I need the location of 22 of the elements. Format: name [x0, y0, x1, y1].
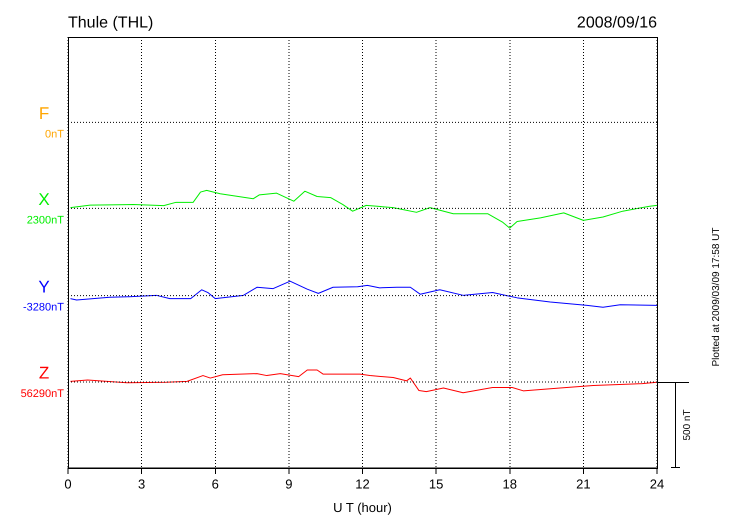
ref-line-label: 2300nT	[26, 214, 64, 226]
chart-title: Thule (THL)	[68, 14, 154, 32]
x-tick-label: 3	[138, 476, 146, 492]
chart-subtitle: 2008/09/16	[576, 14, 658, 32]
x-tick-label: 24	[650, 476, 664, 492]
legend-label: F	[38, 104, 50, 124]
text: 500 nT	[682, 409, 693, 441]
x-tick-label: 18	[502, 476, 517, 492]
x-tick-label: 0	[64, 476, 72, 492]
x-tick-label: 21	[576, 476, 591, 492]
ref-line-label: -3280nT	[23, 302, 64, 314]
x-tick-label: 15	[428, 476, 444, 492]
x-tick-label: 9	[285, 476, 292, 492]
ref-line-label: 56290nT	[20, 388, 64, 400]
x-tick-label: 6	[212, 476, 219, 492]
series-label: Y	[38, 277, 50, 296]
series-label: X	[38, 190, 50, 210]
series-label: Z	[38, 364, 50, 383]
ref-line-label: 0nT	[45, 128, 64, 140]
x-tick-label: 12	[355, 476, 370, 492]
text: Plotted at 2009/03/09 17:58 UT	[710, 228, 722, 366]
x-axis-title: U T (hour)	[333, 500, 392, 516]
